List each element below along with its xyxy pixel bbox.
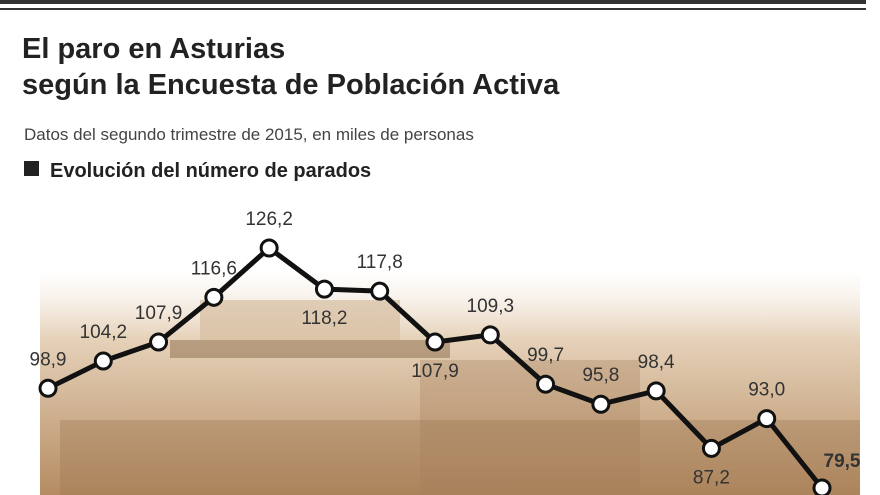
value-label: 116,6 — [191, 258, 237, 279]
value-label: 107,9 — [135, 303, 183, 324]
top-rule — [0, 0, 866, 4]
point — [38, 378, 58, 398]
value-label: 117,8 — [357, 252, 403, 273]
point — [480, 325, 500, 345]
value-label: 93,0 — [748, 380, 785, 401]
background-photo — [40, 270, 860, 495]
point — [646, 381, 666, 401]
section-marker — [24, 161, 39, 176]
chart-title: El paro en Asturias según la Encuesta de … — [22, 33, 560, 101]
value-label: 98,9 — [30, 349, 67, 370]
value-label: 98,4 — [638, 352, 675, 373]
point — [259, 238, 279, 258]
value-label: 107,9 — [411, 361, 459, 382]
point — [591, 394, 611, 414]
value-label: 99,7 — [527, 345, 564, 366]
top-rule — [0, 8, 866, 10]
value-label: 95,8 — [582, 365, 619, 386]
point — [93, 351, 113, 371]
value-label: 87,2 — [693, 467, 730, 488]
title-line: El paro en Asturias — [22, 33, 285, 65]
value-label: 126,2 — [245, 209, 293, 230]
chart-subtitle: Datos del segundo trimestre de 2015, en … — [24, 125, 474, 144]
point — [314, 279, 334, 299]
value-label: 104,2 — [80, 322, 128, 343]
point — [812, 478, 832, 495]
point — [425, 332, 445, 352]
point — [536, 374, 556, 394]
point — [757, 409, 777, 429]
section-label: Evolución del número de parados — [50, 160, 371, 182]
point — [149, 332, 169, 352]
point — [370, 281, 390, 301]
value-label: 79,5 — [824, 451, 861, 472]
point — [204, 287, 224, 307]
point — [701, 438, 721, 458]
value-label: 109,3 — [467, 296, 515, 317]
title-line: según la Encuesta de Población Activa — [22, 69, 560, 101]
value-label: 118,2 — [301, 308, 347, 329]
